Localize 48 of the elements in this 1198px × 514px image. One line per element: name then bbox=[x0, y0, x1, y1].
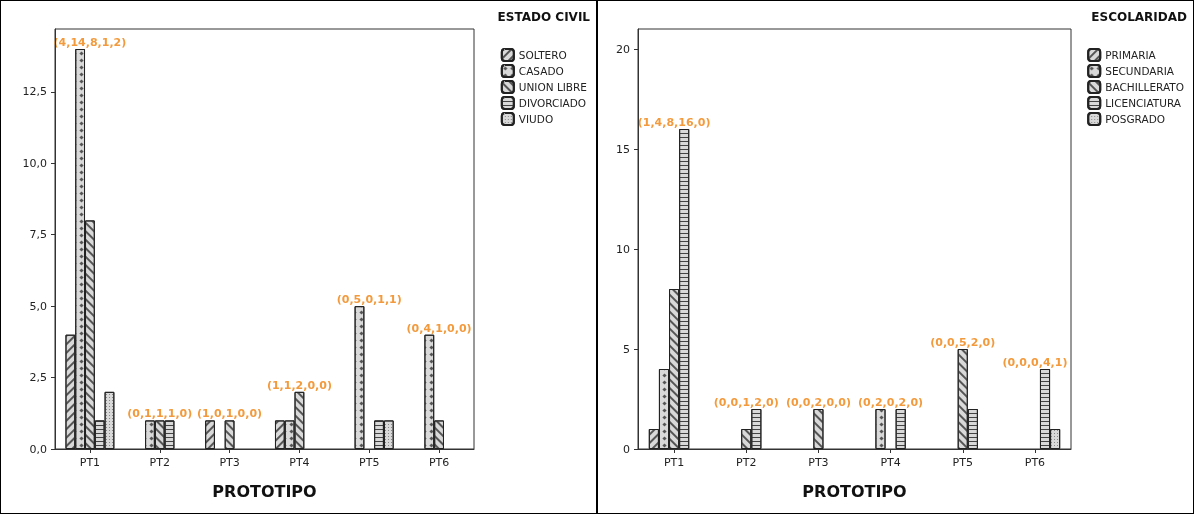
annotation: (0,0,1,2,0) bbox=[713, 396, 779, 409]
y-tick-label: 20 bbox=[616, 42, 630, 56]
y-tick-label: 0 bbox=[623, 442, 630, 456]
x-tick-label: PT1 bbox=[79, 456, 101, 469]
x-axis-title: PROTOTIPO bbox=[802, 481, 907, 501]
annotation: (0,5,0,1,1) bbox=[336, 293, 402, 307]
annotation: (0,2,0,2,0) bbox=[858, 396, 924, 409]
y-tick-label: 10,0 bbox=[22, 156, 47, 170]
legend-label: VIUDO bbox=[518, 113, 554, 125]
legend-label: DIVORCIADO bbox=[518, 97, 587, 109]
legend-label: BACHILLERATO bbox=[1105, 81, 1185, 93]
annotation: (0,0,5,2,0) bbox=[930, 336, 996, 349]
annotation: (0,1,1,1,0) bbox=[127, 407, 193, 421]
x-axis-title: PROTOTIPO bbox=[212, 481, 317, 501]
x-tick-label: PT2 bbox=[149, 456, 170, 469]
y-tick-label: 0,0 bbox=[29, 442, 47, 456]
x-tick-label: PT2 bbox=[736, 456, 757, 469]
x-tick-label: PT3 bbox=[219, 456, 240, 469]
legend-label: SOLTERO bbox=[518, 49, 567, 61]
y-tick-label: 12,5 bbox=[22, 85, 47, 99]
y-tick-label: 7,5 bbox=[29, 228, 47, 242]
x-tick-label: PT5 bbox=[952, 456, 973, 469]
x-tick-label: PT1 bbox=[663, 456, 685, 469]
x-tick-label: PT5 bbox=[359, 456, 380, 469]
legend-title: ESCOLARIDAD bbox=[1091, 10, 1188, 24]
legend-label: PRIMARIA bbox=[1105, 49, 1157, 61]
x-tick-label: PT4 bbox=[880, 456, 901, 469]
x-tick-label: PT6 bbox=[1024, 456, 1046, 469]
y-tick-label: 5,0 bbox=[29, 299, 47, 313]
legend-label: POSGRADO bbox=[1105, 113, 1166, 125]
legend-label: CASADO bbox=[518, 65, 564, 77]
x-tick-label: PT4 bbox=[289, 456, 310, 469]
legend-label: SECUNDARIA bbox=[1105, 65, 1175, 77]
legend-label: UNION LIBRE bbox=[518, 81, 588, 93]
annotation: (0,4,1,0,0) bbox=[406, 321, 472, 335]
y-tick-label: 10 bbox=[616, 242, 630, 256]
y-tick-label: 5 bbox=[623, 342, 630, 356]
annotation: (1,4,8,16,0) bbox=[637, 116, 711, 129]
annotation: (1,1,2,0,0) bbox=[266, 378, 332, 392]
y-tick-label: 2,5 bbox=[29, 371, 47, 385]
x-tick-label: PT3 bbox=[808, 456, 829, 469]
annotation: (1,0,1,0,0) bbox=[197, 407, 263, 421]
legend-label: LICENCIATURA bbox=[1105, 97, 1182, 109]
x-tick-label: PT6 bbox=[428, 456, 450, 469]
y-tick-label: 15 bbox=[616, 142, 630, 156]
annotation: (0,0,2,0,0) bbox=[785, 396, 851, 409]
legend-title: ESTADO CIVIL bbox=[497, 10, 591, 24]
annotation: (0,0,0,4,1) bbox=[1002, 356, 1068, 369]
